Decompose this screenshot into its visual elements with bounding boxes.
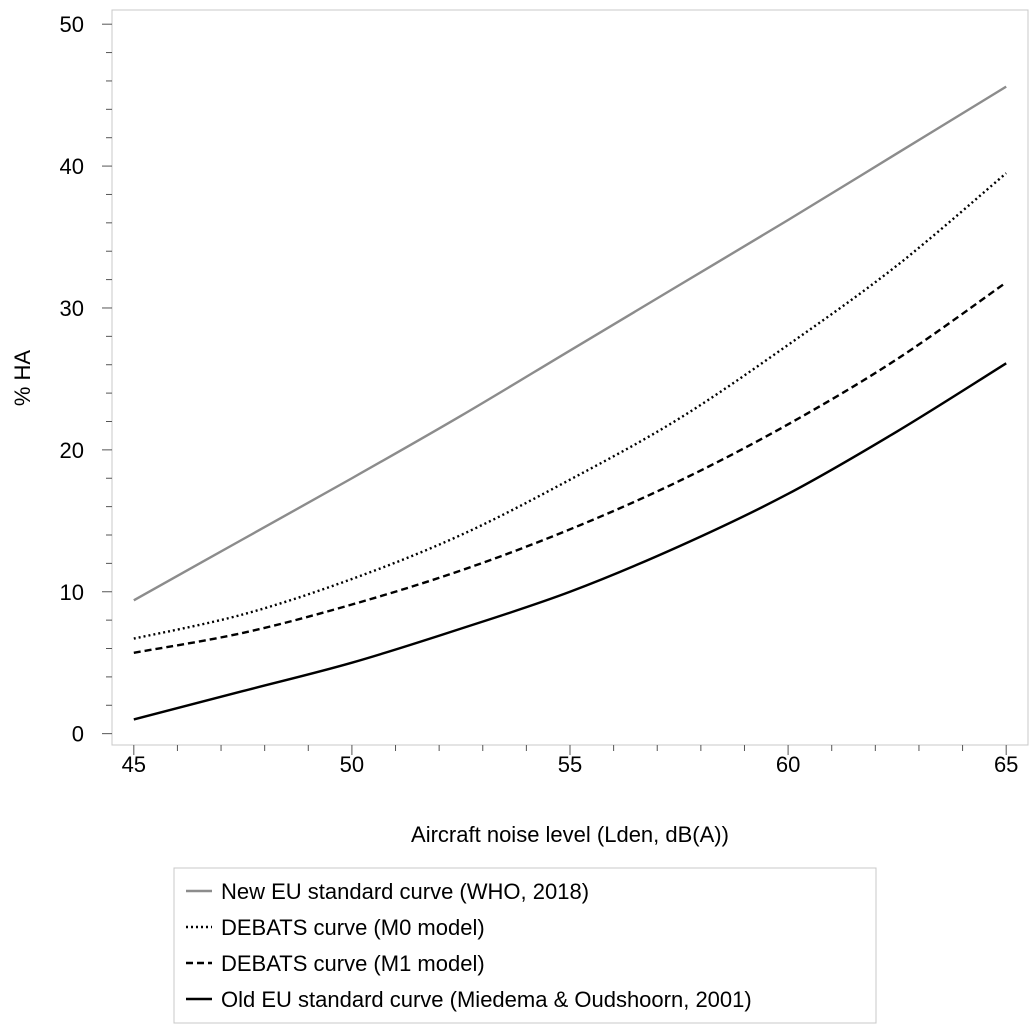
- series-line-4: [133, 362, 1007, 721]
- x-tick-label: 45: [122, 752, 146, 777]
- data-lines: [133, 85, 1007, 721]
- x-tick-label: 65: [994, 752, 1018, 777]
- y-tick-label: 30: [60, 296, 84, 321]
- y-axis-title: % HA: [10, 350, 35, 407]
- legend-frame: [173, 867, 877, 1024]
- legend-label: DEBATS curve (M0 model): [221, 915, 485, 940]
- y-tick-label: 40: [60, 154, 84, 179]
- x-axis-title: Aircraft noise level (Lden, dB(A)): [411, 822, 729, 847]
- series-line-1: [133, 85, 1007, 602]
- legend-label: New EU standard curve (WHO, 2018): [221, 879, 589, 904]
- legend: New EU standard curve (WHO, 2018) DEBATS …: [173, 867, 877, 1024]
- series-line-3: [133, 281, 1007, 654]
- legend-label: DEBATS curve (M1 model): [221, 951, 485, 976]
- series-line-2: [133, 172, 1007, 640]
- x-tick-label: 55: [558, 752, 582, 777]
- y-tick-label: 0: [72, 722, 84, 747]
- x-tick-label: 60: [776, 752, 800, 777]
- y-tick-label: 20: [60, 438, 84, 463]
- y-tick-label: 50: [60, 12, 84, 37]
- y-tick-label: 10: [60, 580, 84, 605]
- plot-frame: [111, 9, 1029, 746]
- axes: 45 50 55 60 65 0 10 20 30 40 50: [60, 12, 1019, 777]
- x-tick-label: 50: [340, 752, 364, 777]
- legend-label: Old EU standard curve (Miedema & Oudshoo…: [221, 987, 752, 1012]
